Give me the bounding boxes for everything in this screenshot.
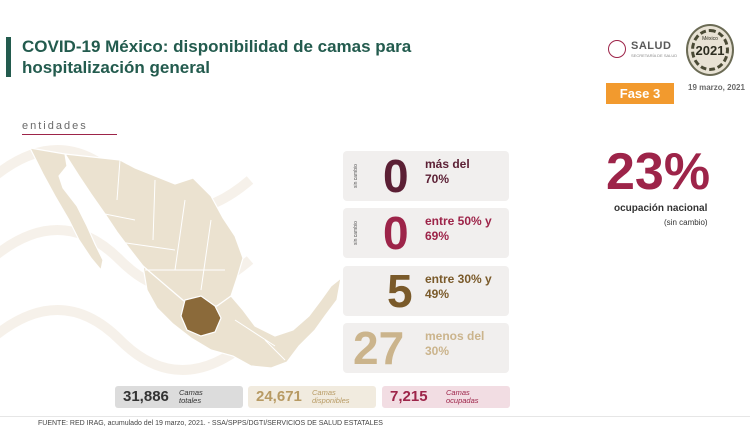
card-label: entre 50% y 69% [425, 214, 492, 243]
card-label: entre 30% y 49% [425, 272, 492, 301]
salud-logo-text: SALUD [631, 40, 672, 52]
page-title: COVID-19 México: disponibilidad de camas… [22, 37, 412, 77]
stat-text: Camas ocupadas [446, 388, 479, 405]
section-underline [22, 134, 117, 135]
state-grid [84, 159, 286, 361]
stat-available-beds: 24,671 Camas disponibles [248, 386, 376, 408]
footer: FUENTE: RED IRAG, acumulado del 19 marzo… [0, 416, 750, 430]
footer-source: FUENTE: RED IRAG, acumulado del 19 marzo… [38, 420, 383, 427]
mainland-south [142, 264, 342, 369]
stat-occupied-beds: 7,215 Camas ocupadas [382, 386, 510, 408]
phase-badge: Fase 3 [606, 83, 674, 104]
report-date: 19 marzo, 2021 [688, 83, 745, 92]
card-number: 27 [353, 322, 405, 374]
card-number: 0 [383, 207, 409, 259]
stat-number: 24,671 [256, 388, 302, 405]
salud-seal-icon [608, 40, 626, 58]
national-occupancy-sub: (sin cambio) [664, 218, 708, 227]
section-label: entidades [22, 120, 88, 132]
card-side-label: sin cambio [353, 221, 359, 245]
card-50-69: sin cambio 0 entre 50% y 69% [343, 207, 509, 259]
card-number: 0 [383, 150, 409, 202]
card-side-label: sin cambio [353, 164, 359, 188]
card-side-label [353, 272, 365, 310]
card-30-49: 5 entre 30% y 49% [343, 265, 509, 317]
card-under-30: 27 menos del 30% [343, 322, 509, 374]
card-over-70: sin cambio 0 más del 70% [343, 150, 509, 202]
mexico-2021-badge-icon: México 2021 [686, 24, 734, 76]
national-occupancy-label: ocupación nacional [614, 203, 708, 214]
badge-ring [691, 29, 729, 71]
stat-text: Camas disponibles [312, 388, 350, 405]
highlight-states [180, 295, 222, 337]
stat-total-beds: 31,886 Camas totales [115, 386, 243, 408]
stat-text: Camas totales [179, 388, 203, 405]
stat-number: 31,886 [123, 388, 169, 405]
card-number: 5 [387, 265, 413, 317]
mexico-map [28, 147, 342, 369]
badge-top-text: México [702, 36, 718, 42]
salud-logo-subtitle: SECRETARÍA DE SALUD [631, 53, 678, 58]
title-accent-bar [6, 37, 11, 77]
baja-california [28, 147, 104, 272]
badge-year: 2021 [695, 43, 725, 58]
stat-number: 7,215 [390, 388, 428, 405]
card-label: menos del 30% [425, 329, 485, 358]
card-label: más del 70% [425, 157, 470, 186]
national-occupancy-percent: 23% [606, 143, 711, 201]
